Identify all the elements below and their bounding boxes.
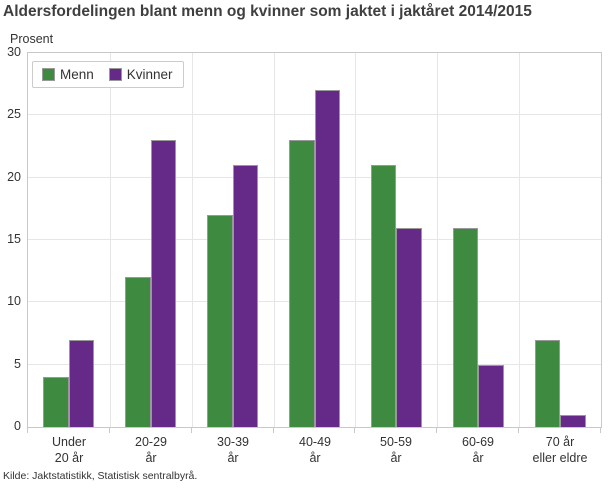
y-tick-label: 30 <box>7 45 21 59</box>
legend-label: Kvinner <box>126 67 173 82</box>
y-tick-label: 15 <box>7 232 21 246</box>
x-gridline <box>519 53 520 427</box>
x-axis-tick <box>27 428 28 433</box>
bar-menn <box>534 340 561 427</box>
x-gridline <box>355 53 356 427</box>
bar-kvinner <box>314 90 340 427</box>
x-axis-tick <box>436 428 437 433</box>
bar-menn <box>370 165 397 427</box>
bar-menn <box>43 377 69 427</box>
bar-kvinner <box>150 140 177 427</box>
source-caption: Kilde: Jaktstatistikk, Statistisk sentra… <box>3 470 198 482</box>
legend-item-menn[interactable]: Menn <box>42 67 94 82</box>
legend-label: Menn <box>60 67 94 82</box>
x-gridline <box>274 53 275 427</box>
legend-item-kvinner[interactable]: Kvinner <box>108 67 173 82</box>
bar-menn <box>125 277 151 427</box>
x-category-label: 40-49 år <box>299 435 331 465</box>
bar-kvinner <box>396 228 422 427</box>
x-axis-tick <box>354 428 355 433</box>
y-tick-label: 0 <box>14 419 21 433</box>
y-tick-label: 5 <box>14 357 21 371</box>
x-axis-tick <box>191 428 192 433</box>
plot-area: Menn Kvinner <box>27 52 602 428</box>
legend: Menn Kvinner <box>32 61 184 88</box>
x-axis-tick <box>273 428 274 433</box>
bar-menn <box>207 215 233 427</box>
bar-kvinner <box>560 415 586 427</box>
bar-menn <box>452 228 479 427</box>
x-gridline <box>110 53 111 427</box>
x-axis-tick <box>518 428 519 433</box>
x-category-label: 60-69 år <box>462 435 494 465</box>
y-axis-unit-label: Prosent <box>10 32 54 46</box>
y-tick-label: 10 <box>7 294 21 308</box>
x-category-label: 50-59 år <box>380 435 412 465</box>
x-axis-tick <box>109 428 110 433</box>
x-category-label: Under 20 år <box>51 435 87 465</box>
x-category-label: 70 år eller eldre <box>532 435 588 465</box>
x-gridline <box>192 53 193 427</box>
bar-kvinner <box>68 340 95 427</box>
bar-kvinner <box>478 365 504 427</box>
y-tick-label: 25 <box>7 107 21 121</box>
bar-kvinner <box>232 165 259 427</box>
x-axis-tick <box>600 428 601 433</box>
legend-swatch-menn <box>42 68 55 81</box>
legend-swatch-kvinner <box>108 68 122 81</box>
y-tick-label: 20 <box>7 170 21 184</box>
chart-title: Aldersfordelingen blant menn og kvinner … <box>3 3 532 20</box>
bar-menn <box>289 140 315 427</box>
x-category-label: 30-39 år <box>217 435 249 465</box>
x-gridline <box>437 53 438 427</box>
x-category-label: 20-29 år <box>135 435 167 465</box>
